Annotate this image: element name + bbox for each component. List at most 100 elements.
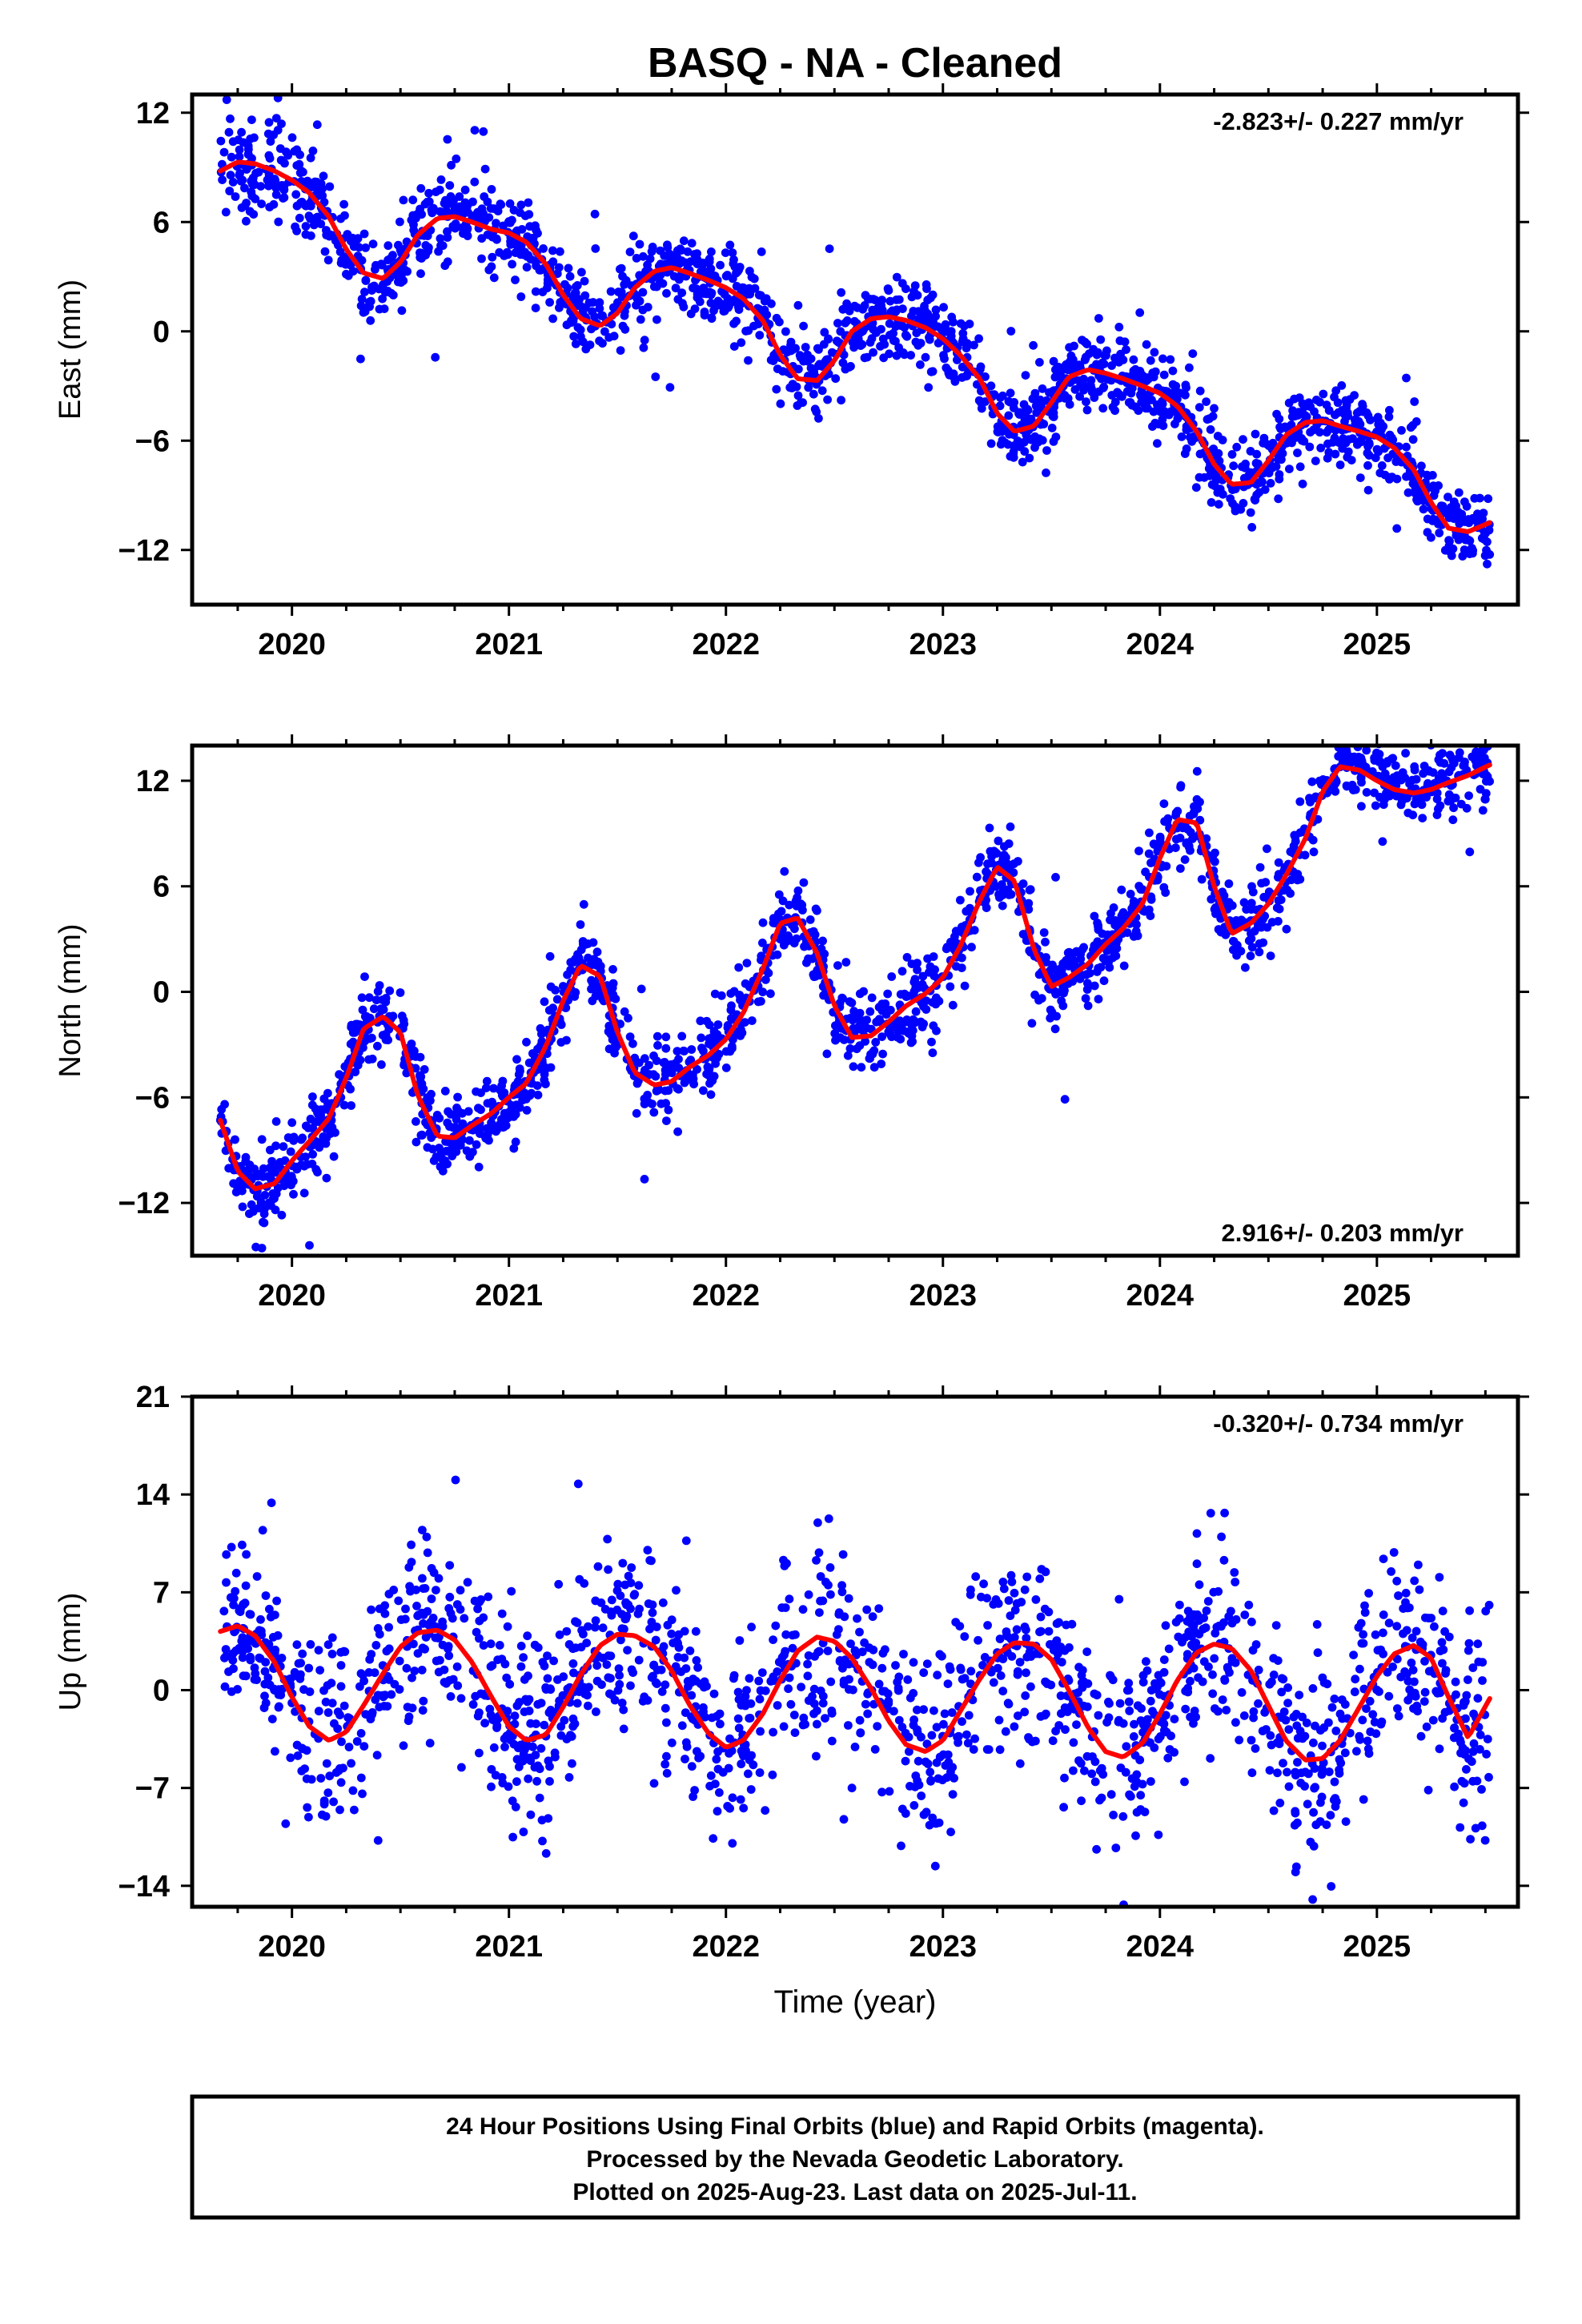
- east-data-point: [588, 298, 598, 307]
- north-data-point: [726, 1014, 736, 1023]
- north-data-point: [699, 1086, 708, 1096]
- up-data-point: [1478, 1676, 1487, 1685]
- east-data-point: [1323, 453, 1332, 463]
- north-data-point: [1094, 995, 1103, 1003]
- east-data-point: [248, 178, 258, 187]
- north-data-point: [1247, 899, 1256, 908]
- up-data-point: [913, 1776, 922, 1786]
- north-data-point: [1383, 790, 1393, 800]
- up-data-point: [1468, 1747, 1478, 1756]
- east-data-point: [567, 316, 576, 325]
- up-data-point: [1013, 1667, 1022, 1676]
- east-data-point: [511, 275, 520, 284]
- up-data-point: [1465, 1606, 1474, 1615]
- up-data-point: [853, 1614, 861, 1623]
- north-data-point: [1083, 979, 1092, 988]
- east-data-point: [692, 284, 701, 293]
- up-data-point: [434, 1574, 444, 1583]
- east-data-point: [306, 201, 315, 211]
- north-data-point: [734, 963, 744, 972]
- east-data-point: [1082, 405, 1092, 415]
- north-data-point: [299, 1188, 309, 1198]
- east-data-point: [527, 234, 536, 243]
- east-data-point: [1330, 392, 1339, 402]
- east-data-point: [531, 287, 540, 296]
- east-data-point: [1472, 517, 1481, 526]
- east-data-point: [986, 439, 996, 448]
- east-data-point: [218, 175, 227, 185]
- north-data-point: [809, 927, 818, 936]
- east-data-point: [906, 351, 915, 360]
- north-data-point: [1144, 849, 1154, 858]
- up-data-point: [1405, 1685, 1415, 1695]
- north-data-point: [593, 957, 603, 967]
- north-data-point: [648, 1100, 656, 1108]
- east-data-point: [585, 340, 595, 349]
- up-data-point: [804, 1590, 813, 1599]
- up-data-point: [826, 1590, 835, 1599]
- east-data-point: [1158, 415, 1167, 424]
- north-data-point: [1175, 834, 1185, 842]
- up-data-point: [1284, 1782, 1294, 1791]
- east-data-point: [679, 302, 689, 312]
- up-data-point: [813, 1719, 821, 1729]
- east-data-point: [671, 283, 681, 293]
- east-data-point: [1114, 323, 1124, 332]
- east-data-point: [1032, 408, 1042, 417]
- east-data-point: [1246, 508, 1255, 517]
- north-data-point: [1410, 762, 1419, 771]
- up-data-point: [962, 1730, 971, 1739]
- north-ytick-label: 0: [153, 976, 170, 1010]
- east-data-point: [1096, 335, 1106, 344]
- north-data-point: [522, 1037, 531, 1047]
- north-data-point: [1315, 776, 1324, 786]
- east-data-point: [311, 177, 319, 187]
- up-data-point: [486, 1662, 496, 1671]
- north-data-point: [1162, 862, 1171, 870]
- up-data-point: [624, 1571, 633, 1581]
- up-data-point: [486, 1639, 496, 1649]
- east-data-point: [799, 321, 808, 331]
- north-data-point: [377, 1060, 386, 1069]
- east-data-point: [530, 256, 540, 265]
- east-data-point: [394, 240, 403, 250]
- east-data-point: [1020, 415, 1030, 424]
- north-data-point: [497, 1081, 506, 1091]
- east-data-point: [916, 360, 925, 369]
- up-data-point: [667, 1629, 677, 1638]
- east-data-point: [1275, 422, 1284, 432]
- north-data-point: [381, 1035, 391, 1044]
- up-data-point: [1044, 1626, 1054, 1636]
- east-data-point: [1210, 404, 1219, 413]
- north-data-point: [1094, 925, 1103, 935]
- up-data-point: [1227, 1618, 1237, 1628]
- up-data-point: [1122, 1742, 1131, 1751]
- east-data-point: [269, 131, 279, 139]
- up-data-point: [837, 1581, 846, 1590]
- north-data-point: [511, 1137, 520, 1147]
- north-data-point: [653, 1041, 662, 1050]
- north-data-point: [263, 1172, 273, 1181]
- north-data-point: [268, 1160, 278, 1170]
- up-data-point: [1312, 1620, 1322, 1629]
- up-data-point: [715, 1788, 724, 1797]
- up-data-point: [471, 1691, 480, 1701]
- north-data-point: [664, 1086, 673, 1096]
- north-data-point: [286, 1147, 295, 1156]
- east-data-point: [524, 198, 533, 207]
- up-data-point: [1394, 1591, 1403, 1600]
- north-data-point: [729, 1035, 737, 1044]
- east-data-point: [477, 204, 487, 214]
- north-data-point: [1257, 923, 1266, 932]
- up-data-point: [359, 1742, 369, 1751]
- north-data-point: [319, 1094, 329, 1104]
- up-data-point: [677, 1667, 686, 1676]
- north-data-point: [757, 951, 766, 961]
- east-data-point: [1135, 308, 1145, 317]
- north-data-point: [347, 1101, 355, 1110]
- east-data-point: [477, 234, 487, 243]
- north-data-point: [1027, 1019, 1037, 1028]
- north-data-point: [833, 961, 842, 970]
- east-data-point: [1372, 414, 1382, 424]
- north-data-point: [299, 1161, 309, 1171]
